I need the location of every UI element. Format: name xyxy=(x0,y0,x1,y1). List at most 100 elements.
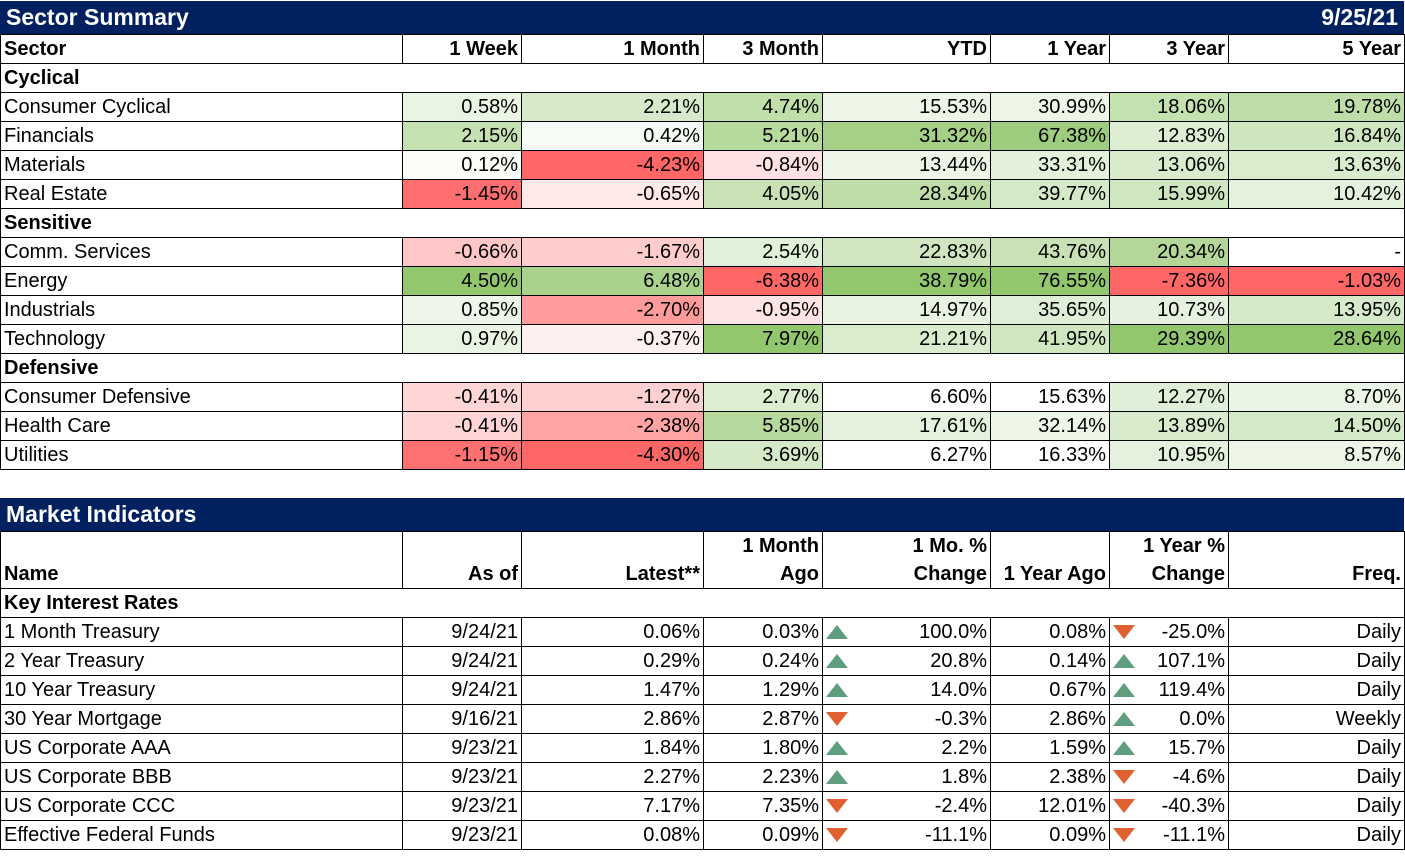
month-ago-cell: 2.87% xyxy=(703,704,823,734)
col-header-1-mo-change-line1: 1 Mo. % xyxy=(912,535,987,557)
up-arrow-icon xyxy=(826,741,848,755)
return-cell: 35.65% xyxy=(990,295,1110,325)
sector-name: Utilities xyxy=(0,440,403,470)
col-header-ytd: YTD xyxy=(822,34,991,64)
sector-name: Technology xyxy=(0,324,403,354)
up-arrow-icon xyxy=(826,683,848,697)
up-arrow-icon xyxy=(826,625,848,639)
table-row: Health Care -0.41% -2.38% 5.85% 17.61% 32.14%… xyxy=(0,411,1405,441)
mo-change-cell: -2.4% xyxy=(822,791,991,821)
yr-change-cell: -40.3% xyxy=(1109,791,1229,821)
year-ago-cell: 0.14% xyxy=(990,646,1110,676)
freq-cell: Daily xyxy=(1228,617,1405,647)
return-cell: -2.70% xyxy=(521,295,704,325)
return-cell: 6.27% xyxy=(822,440,991,470)
month-ago-cell: 1.80% xyxy=(703,733,823,763)
yr-change-wrap: -25.0% xyxy=(1113,619,1225,646)
yr-change-wrap: -40.3% xyxy=(1113,793,1225,820)
return-cell: -4.30% xyxy=(521,440,704,470)
mo-change-value: 14.0% xyxy=(930,679,987,701)
table-row: 10 Year Treasury 9/24/21 1.47% 1.29% 14.0% 0.… xyxy=(0,675,1405,705)
table-row: Comm. Services -0.66% -1.67% 2.54% 22.83% 43.… xyxy=(0,237,1405,267)
freq-cell: Daily xyxy=(1228,733,1405,763)
as-of-cell: 9/23/21 xyxy=(402,762,522,792)
up-arrow-icon xyxy=(826,654,848,668)
group-spacer-cell xyxy=(990,353,1110,383)
col-header-1-year-ago: 1 Year Ago xyxy=(990,531,1110,589)
return-cell: 32.14% xyxy=(990,411,1110,441)
yr-change-value: -25.0% xyxy=(1161,621,1225,643)
mo-change-cell: 1.8% xyxy=(822,762,991,792)
yr-change-value: 0.0% xyxy=(1179,708,1225,730)
return-cell: 5.21% xyxy=(703,121,823,151)
sector-header-row: Sector 1 Week 1 Month 3 Month YTD 1 Year… xyxy=(0,34,1405,64)
group-label: Defensive xyxy=(0,353,403,383)
group-spacer-cell xyxy=(402,63,522,93)
down-arrow-icon xyxy=(1113,770,1135,784)
return-cell: 0.58% xyxy=(402,92,522,122)
return-cell: -1.67% xyxy=(521,237,704,267)
group-row: Key Interest Rates xyxy=(0,588,1405,618)
down-arrow-icon xyxy=(826,799,848,813)
return-cell: 8.70% xyxy=(1228,382,1405,412)
group-spacer-cell xyxy=(822,588,991,618)
col-header-1-year-change: 1 Year % Change xyxy=(1109,531,1229,589)
return-cell: -1.27% xyxy=(521,382,704,412)
return-cell: 4.05% xyxy=(703,179,823,209)
col-header-latest: Latest** xyxy=(521,531,704,589)
group-spacer-cell xyxy=(402,353,522,383)
sector-summary-title: Sector Summary xyxy=(6,4,189,30)
col-header-1-month: 1 Month xyxy=(521,34,704,64)
latest-cell: 1.84% xyxy=(521,733,704,763)
return-cell: -1.15% xyxy=(402,440,522,470)
return-cell: 10.42% xyxy=(1228,179,1405,209)
group-spacer-cell xyxy=(822,63,991,93)
return-cell: -0.37% xyxy=(521,324,704,354)
return-cell: 4.50% xyxy=(402,266,522,296)
table-row: Financials 2.15% 0.42% 5.21% 31.32% 67.38% 12.… xyxy=(0,121,1405,151)
table-row: US Corporate CCC 9/23/21 7.17% 7.35% -2.4% 12… xyxy=(0,791,1405,821)
return-cell: 6.60% xyxy=(822,382,991,412)
return-cell: -7.36% xyxy=(1109,266,1229,296)
return-cell: 15.63% xyxy=(990,382,1110,412)
year-ago-cell: 0.67% xyxy=(990,675,1110,705)
month-ago-cell: 0.09% xyxy=(703,820,823,850)
market-header-row: Name As of Latest** 1 Month Ago 1 Mo. % Ch… xyxy=(0,531,1405,589)
group-spacer-cell xyxy=(703,588,823,618)
return-cell: 28.64% xyxy=(1228,324,1405,354)
return-cell: -4.23% xyxy=(521,150,704,180)
col-header-1-year-change-line2: Change xyxy=(1151,563,1225,585)
mo-change-cell: 2.2% xyxy=(822,733,991,763)
yr-change-value: 15.7% xyxy=(1168,737,1225,759)
mo-change-wrap: 2.2% xyxy=(826,735,987,762)
year-ago-cell: 2.86% xyxy=(990,704,1110,734)
mo-change-value: 1.8% xyxy=(941,766,987,788)
year-ago-cell: 0.08% xyxy=(990,617,1110,647)
sector-name: Materials xyxy=(0,150,403,180)
yr-change-wrap: -4.6% xyxy=(1113,764,1225,791)
sector-name: Real Estate xyxy=(0,179,403,209)
return-cell: 30.99% xyxy=(990,92,1110,122)
yr-change-cell: 0.0% xyxy=(1109,704,1229,734)
table-row: Industrials 0.85% -2.70% -0.95% 14.97% 35.65%… xyxy=(0,295,1405,325)
freq-cell: Daily xyxy=(1228,646,1405,676)
market-indicators-title: Market Indicators xyxy=(6,501,197,527)
as-of-cell: 9/24/21 xyxy=(402,617,522,647)
yr-change-value: 119.4% xyxy=(1158,679,1225,701)
market-indicators-table: Name As of Latest** 1 Month Ago 1 Mo. % Ch… xyxy=(0,531,1405,850)
yr-change-cell: -25.0% xyxy=(1109,617,1229,647)
yr-change-value: 107.1% xyxy=(1157,650,1225,672)
col-header-1-month-ago-line2: Ago xyxy=(780,563,819,585)
return-cell: 12.83% xyxy=(1109,121,1229,151)
table-row: Consumer Cyclical 0.58% 2.21% 4.74% 15.53% 30… xyxy=(0,92,1405,122)
group-spacer-cell xyxy=(1109,208,1229,238)
mo-change-cell: 14.0% xyxy=(822,675,991,705)
group-spacer-cell xyxy=(1228,353,1405,383)
indicator-name: Effective Federal Funds xyxy=(0,820,403,850)
mo-change-wrap: -0.3% xyxy=(826,706,987,733)
year-ago-cell: 0.09% xyxy=(990,820,1110,850)
freq-cell: Daily xyxy=(1228,820,1405,850)
up-arrow-icon xyxy=(1113,712,1135,726)
mo-change-cell: 20.8% xyxy=(822,646,991,676)
sector-name: Energy xyxy=(0,266,403,296)
